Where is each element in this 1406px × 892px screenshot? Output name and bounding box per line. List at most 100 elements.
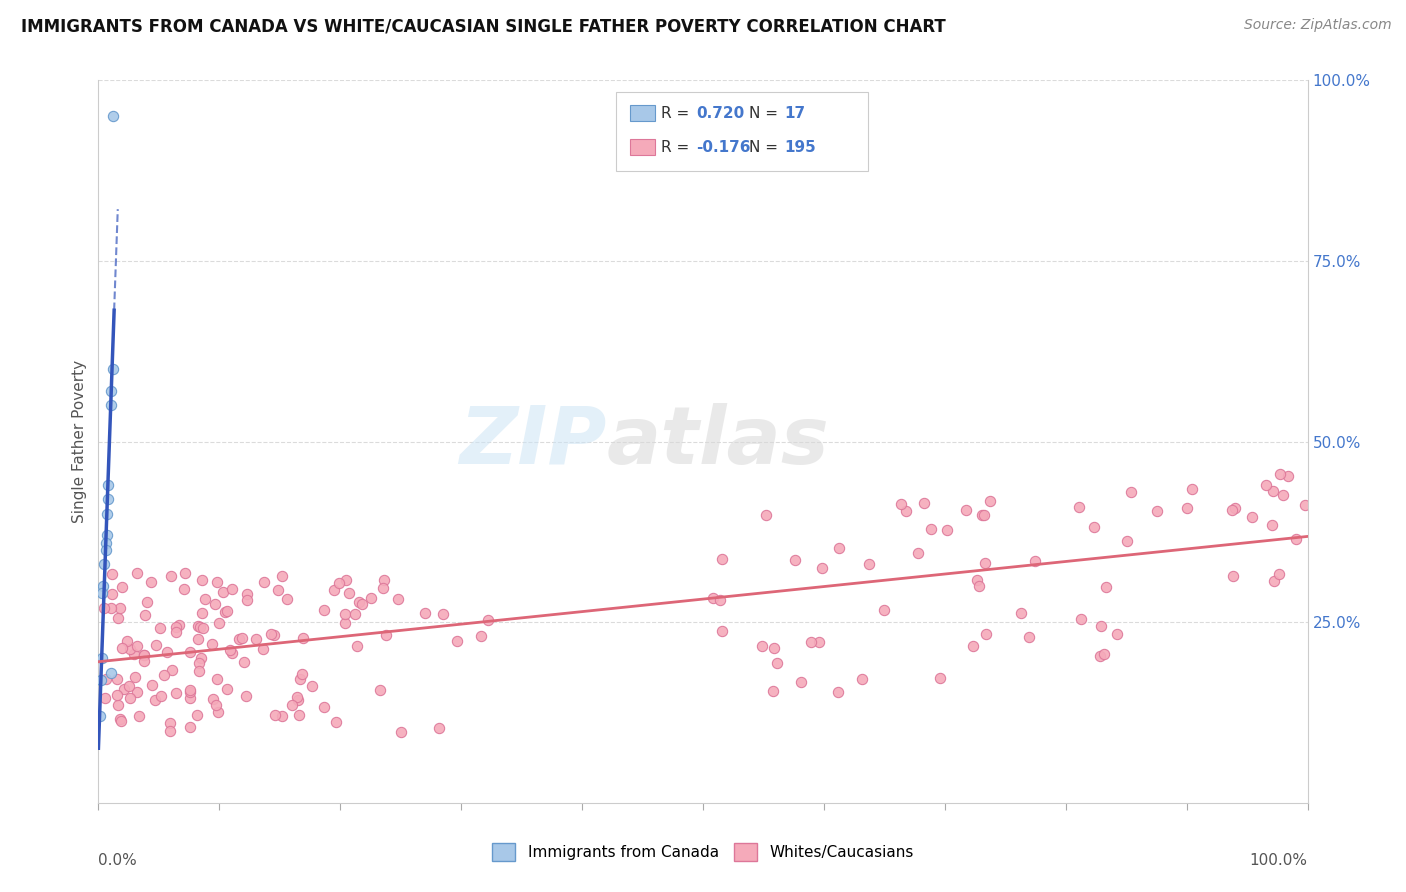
- Text: 100.0%: 100.0%: [1250, 854, 1308, 869]
- Point: [108, 712, 131, 726]
- Legend: Immigrants from Canada, Whites/Caucasians: Immigrants from Canada, Whites/Caucasian…: [486, 837, 920, 867]
- Point: [344, 607, 367, 621]
- Point: [387, 592, 409, 607]
- Point: [1010, 606, 1032, 620]
- Point: [800, 635, 823, 649]
- Point: [134, 607, 156, 622]
- Point: [1181, 482, 1204, 496]
- Point: [91, 586, 114, 600]
- Point: [368, 682, 391, 697]
- Point: [1268, 467, 1291, 481]
- Point: [1241, 510, 1264, 524]
- Point: [105, 688, 128, 702]
- Point: [160, 569, 183, 583]
- Point: [245, 632, 267, 647]
- Text: ZIP: ZIP: [458, 402, 606, 481]
- Point: [125, 685, 148, 699]
- Point: [101, 362, 124, 376]
- Point: [1285, 533, 1308, 547]
- Point: [1177, 501, 1199, 516]
- Point: [127, 639, 149, 653]
- Point: [291, 667, 314, 681]
- Point: [132, 648, 155, 663]
- Text: 195: 195: [785, 140, 817, 154]
- Point: [1119, 485, 1142, 500]
- Point: [97, 492, 120, 507]
- Point: [1095, 580, 1118, 594]
- Point: [93, 600, 115, 615]
- Point: [371, 582, 394, 596]
- Point: [221, 646, 243, 660]
- Point: [346, 639, 368, 653]
- Point: [290, 672, 312, 686]
- Point: [920, 522, 942, 536]
- Point: [100, 384, 122, 398]
- Point: [186, 708, 208, 723]
- Point: [1263, 484, 1285, 499]
- Point: [110, 714, 132, 728]
- Point: [260, 627, 283, 641]
- Point: [751, 639, 773, 653]
- Point: [702, 591, 724, 606]
- Point: [783, 553, 806, 567]
- Point: [179, 720, 201, 734]
- Point: [205, 673, 228, 687]
- Point: [1263, 574, 1285, 588]
- Point: [125, 566, 148, 580]
- Point: [231, 631, 253, 645]
- Point: [374, 628, 396, 642]
- Point: [236, 592, 259, 607]
- Point: [100, 665, 122, 680]
- Point: [96, 507, 118, 521]
- Point: [1261, 518, 1284, 533]
- Point: [389, 724, 412, 739]
- Point: [1256, 478, 1278, 492]
- Point: [235, 690, 257, 704]
- Text: N =: N =: [749, 106, 783, 120]
- Point: [347, 595, 370, 609]
- Point: [477, 613, 499, 627]
- Point: [962, 640, 984, 654]
- Point: [145, 693, 167, 707]
- Point: [350, 598, 373, 612]
- Point: [187, 619, 209, 633]
- Point: [160, 663, 183, 677]
- Point: [118, 691, 141, 706]
- Point: [101, 110, 124, 124]
- Point: [112, 681, 135, 696]
- Point: [179, 645, 201, 659]
- Point: [159, 724, 181, 739]
- Point: [218, 642, 240, 657]
- Point: [287, 693, 309, 707]
- Point: [190, 650, 212, 665]
- Point: [810, 561, 832, 575]
- Point: [191, 621, 214, 635]
- Point: [373, 573, 395, 587]
- Point: [191, 574, 214, 588]
- Point: [979, 494, 1001, 508]
- Point: [1070, 612, 1092, 626]
- Point: [966, 574, 988, 588]
- Point: [118, 680, 141, 694]
- Point: [432, 607, 454, 622]
- Point: [312, 603, 335, 617]
- Point: [97, 478, 120, 492]
- Point: [101, 587, 124, 601]
- Point: [93, 558, 115, 572]
- Point: [101, 566, 124, 581]
- Point: [1116, 533, 1139, 548]
- Point: [1220, 503, 1243, 517]
- Point: [207, 574, 229, 589]
- Point: [762, 684, 785, 698]
- Point: [128, 708, 150, 723]
- Point: [207, 705, 229, 719]
- Point: [333, 616, 356, 631]
- Point: [762, 640, 785, 655]
- Point: [1222, 568, 1244, 582]
- Point: [179, 691, 201, 706]
- Text: atlas: atlas: [606, 402, 830, 481]
- Point: [94, 542, 117, 557]
- Point: [974, 627, 997, 641]
- Text: Source: ZipAtlas.com: Source: ZipAtlas.com: [1244, 18, 1392, 32]
- Point: [188, 664, 211, 678]
